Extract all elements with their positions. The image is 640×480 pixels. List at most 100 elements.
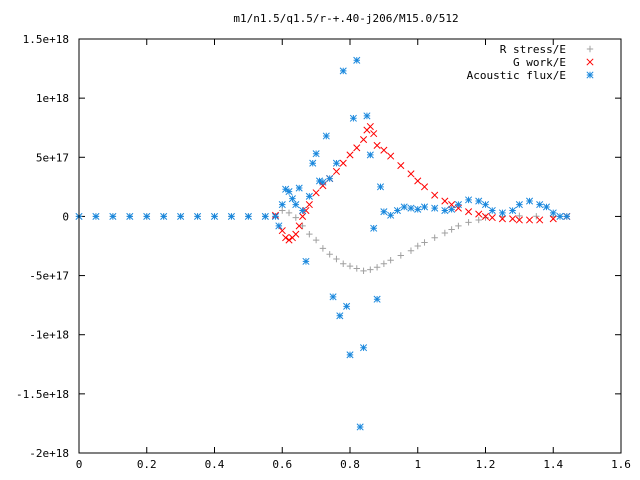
data-point — [533, 213, 540, 220]
legend-label: G work/E — [513, 56, 566, 69]
data-point — [319, 178, 327, 186]
data-point — [563, 212, 571, 220]
legend-marker — [586, 45, 594, 53]
x-tick-label: 0 — [76, 458, 83, 471]
data-point — [302, 206, 310, 215]
data-point — [305, 201, 313, 209]
data-point — [244, 212, 252, 220]
data-point — [536, 201, 544, 209]
data-point — [322, 132, 330, 140]
data-point — [407, 204, 415, 212]
data-point — [454, 201, 462, 209]
y-tick-label: -1e+18 — [29, 329, 69, 342]
series-2 — [271, 122, 571, 244]
x-tick-label: 0.2 — [137, 458, 157, 471]
y-tick-label: -1.5e+18 — [16, 388, 69, 401]
data-point — [455, 222, 462, 230]
data-point — [441, 229, 449, 237]
data-point — [515, 216, 523, 224]
data-point — [400, 203, 408, 211]
x-tick-label: 1.6 — [611, 458, 631, 471]
data-point — [210, 212, 219, 220]
data-point — [282, 185, 290, 193]
data-point — [346, 151, 354, 159]
data-point — [353, 56, 361, 64]
data-point — [312, 236, 320, 244]
data-point — [509, 206, 517, 215]
data-point — [332, 167, 341, 176]
data-point — [549, 215, 557, 223]
data-point — [329, 293, 337, 301]
data-point — [285, 209, 293, 217]
data-point — [271, 212, 280, 220]
data-point — [481, 201, 490, 209]
x-tick-label: 0.8 — [340, 458, 360, 471]
data-point — [312, 150, 320, 158]
data-point — [282, 234, 290, 242]
data-point — [279, 207, 286, 214]
x-tick-label: 1.4 — [543, 458, 563, 471]
series-1 — [75, 207, 570, 275]
data-point — [194, 212, 202, 220]
data-point — [278, 201, 286, 209]
data-point — [92, 212, 100, 220]
data-point — [339, 159, 347, 167]
data-point — [292, 214, 299, 221]
data-point — [420, 183, 429, 191]
data-point — [261, 212, 269, 220]
data-point — [360, 267, 367, 275]
chart-title: m1/n1.5/q1.5/r-+.40-j206/M15.0/512 — [233, 12, 458, 25]
data-point — [373, 264, 381, 271]
data-point — [431, 191, 439, 199]
data-point — [312, 189, 320, 197]
x-tick-label: 1.2 — [476, 458, 496, 471]
data-point — [177, 212, 185, 220]
data-point — [387, 256, 394, 264]
data-point — [160, 212, 168, 220]
data-point — [295, 222, 303, 230]
data-point — [397, 252, 405, 259]
data-point — [373, 295, 381, 303]
data-point — [387, 152, 395, 160]
data-point — [227, 212, 235, 220]
legend-label: R stress/E — [500, 43, 566, 56]
data-point — [516, 212, 523, 220]
data-point — [363, 112, 371, 120]
data-point — [420, 203, 429, 211]
x-axis: 0 0.2 0.4 0.6 0.8 1 1.2 1.4 1.6 — [76, 39, 631, 471]
data-point — [326, 251, 333, 258]
data-point — [332, 159, 341, 167]
data-point — [448, 205, 456, 213]
legend-label: Acoustic flux/E — [467, 69, 566, 82]
data-point — [397, 162, 405, 170]
data-point — [441, 197, 449, 205]
y-axis: 1.5e+18 1e+18 5e+17 0 -5e+17 -1e+18 -1.5e+18 -2… — [16, 33, 621, 460]
data-point — [353, 265, 360, 272]
data-point — [525, 197, 534, 205]
data-point — [292, 230, 300, 238]
y-tick-label: 5e+17 — [36, 151, 69, 164]
data-point — [536, 216, 544, 224]
data-point — [431, 204, 439, 212]
data-point — [498, 215, 506, 223]
data-point — [407, 247, 415, 254]
data-point — [319, 245, 327, 252]
plot-frame — [78, 38, 622, 454]
series-3 — [75, 56, 571, 431]
data-point — [556, 212, 564, 220]
y-tick-label: -2e+18 — [29, 447, 69, 460]
data-point — [448, 226, 455, 233]
data-point — [482, 214, 489, 221]
data-point — [465, 196, 473, 204]
data-point — [302, 257, 310, 265]
data-point — [475, 210, 483, 218]
data-point — [309, 159, 317, 167]
data-point — [421, 239, 428, 246]
data-point — [380, 146, 388, 154]
data-point — [353, 144, 361, 152]
data-point — [414, 177, 422, 185]
data-point — [299, 212, 307, 220]
data-point — [525, 216, 534, 224]
